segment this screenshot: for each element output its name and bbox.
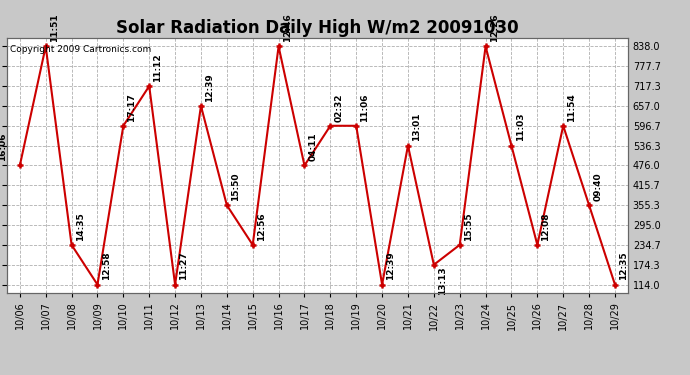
Text: 04:11: 04:11: [308, 133, 317, 161]
Text: 12:46: 12:46: [283, 13, 292, 42]
Text: Copyright 2009 Cartronics.com: Copyright 2009 Cartronics.com: [10, 45, 151, 54]
Title: Solar Radiation Daily High W/m2 20091030: Solar Radiation Daily High W/m2 20091030: [116, 20, 519, 38]
Text: 09:40: 09:40: [593, 172, 602, 201]
Text: 12:39: 12:39: [205, 73, 214, 102]
Text: 13:13: 13:13: [438, 267, 447, 296]
Text: 11:27: 11:27: [179, 252, 188, 280]
Text: 17:17: 17:17: [128, 93, 137, 122]
Text: 14:35: 14:35: [76, 212, 85, 241]
Text: 15:55: 15:55: [464, 212, 473, 241]
Text: 11:03: 11:03: [515, 113, 524, 141]
Text: 16:06: 16:06: [0, 133, 7, 161]
Text: 11:51: 11:51: [50, 13, 59, 42]
Text: 12:26: 12:26: [490, 13, 499, 42]
Text: 12:39: 12:39: [386, 252, 395, 280]
Text: 12:35: 12:35: [619, 252, 628, 280]
Text: 12:08: 12:08: [542, 212, 551, 241]
Text: 11:12: 11:12: [153, 53, 162, 82]
Text: 11:06: 11:06: [360, 93, 369, 122]
Text: 12:58: 12:58: [101, 252, 110, 280]
Text: 11:54: 11:54: [567, 93, 576, 122]
Text: 13:01: 13:01: [412, 113, 421, 141]
Text: 15:50: 15:50: [231, 172, 240, 201]
Text: 02:32: 02:32: [335, 93, 344, 122]
Text: 12:56: 12:56: [257, 212, 266, 241]
